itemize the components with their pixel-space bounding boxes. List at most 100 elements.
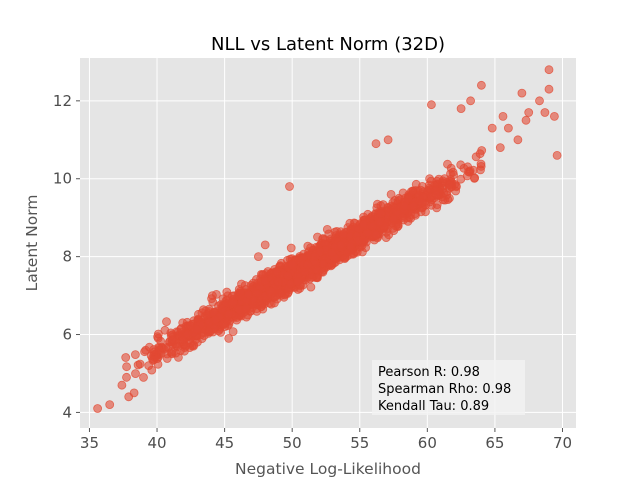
x-tick-label: 50: [283, 434, 302, 452]
x-axis-label: Negative Log-Likelihood: [235, 460, 421, 478]
data-point: [358, 219, 368, 229]
x-tick-label: 65: [485, 434, 504, 452]
data-point: [122, 372, 131, 382]
data-point: [322, 224, 332, 234]
data-point: [495, 143, 505, 153]
data-point: [204, 327, 214, 337]
data-point: [149, 345, 159, 354]
data-point: [210, 315, 220, 325]
y-tick-label: 10: [53, 170, 72, 188]
data-point: [162, 317, 171, 327]
data-point: [438, 195, 448, 205]
data-point: [448, 167, 458, 177]
data-point: [398, 188, 408, 198]
data-point: [411, 179, 421, 189]
data-point: [399, 201, 409, 211]
data-point: [466, 96, 476, 106]
axis-ticks: 35 40 45 50 55 60 65 70 4 6 8 10 12: [53, 92, 572, 452]
data-point: [376, 209, 386, 219]
data-point: [185, 321, 195, 331]
data-point: [318, 267, 328, 277]
data-point: [193, 309, 203, 319]
data-point: [224, 333, 234, 343]
data-point: [398, 213, 407, 222]
y-tick-label: 6: [62, 326, 72, 344]
data-point: [160, 325, 170, 335]
data-point: [375, 217, 385, 227]
data-point: [283, 271, 293, 281]
data-point: [521, 115, 531, 125]
x-tick-label: 35: [80, 434, 99, 452]
data-point: [121, 353, 131, 362]
data-point: [348, 249, 358, 259]
data-point: [228, 297, 238, 307]
data-point: [371, 230, 381, 240]
data-point: [167, 347, 177, 357]
data-point: [228, 327, 238, 337]
y-axis-label: Latent Norm: [23, 195, 41, 292]
data-point: [162, 354, 172, 363]
data-point: [513, 135, 523, 145]
data-point: [285, 182, 294, 191]
data-point: [117, 380, 127, 390]
data-point: [550, 112, 559, 121]
data-point: [207, 291, 217, 301]
data-point: [260, 240, 270, 250]
data-point: [371, 139, 381, 149]
data-point: [386, 189, 396, 199]
data-point: [544, 84, 554, 94]
data-point: [552, 150, 562, 160]
data-point: [130, 350, 140, 360]
y-tick-label: 4: [62, 403, 72, 421]
x-tick-label: 55: [350, 434, 369, 452]
data-point: [129, 388, 139, 398]
data-point: [217, 304, 227, 314]
data-point: [133, 360, 143, 370]
data-point: [409, 201, 418, 211]
data-point: [175, 346, 185, 356]
x-tick-label: 60: [418, 434, 437, 452]
data-point: [273, 277, 283, 287]
chart-title: NLL vs Latent Norm (32D): [211, 34, 445, 55]
data-point: [260, 276, 270, 286]
data-point: [153, 332, 163, 342]
data-point: [384, 230, 394, 240]
data-point: [503, 123, 513, 133]
data-point: [182, 329, 192, 339]
data-point: [105, 400, 115, 410]
data-point: [445, 180, 455, 190]
data-point: [306, 282, 316, 292]
data-point: [475, 149, 485, 159]
data-point: [192, 325, 202, 334]
data-point: [393, 221, 403, 231]
data-point: [340, 254, 350, 264]
data-point: [286, 279, 295, 289]
data-point: [443, 159, 452, 169]
data-point: [426, 100, 436, 110]
data-point: [535, 96, 544, 106]
data-point: [286, 243, 296, 253]
data-point: [465, 167, 475, 177]
data-point: [241, 304, 251, 314]
data-point: [178, 318, 188, 328]
data-point: [287, 259, 297, 269]
stats-box-background: [372, 360, 525, 415]
data-point: [362, 228, 372, 238]
x-tick-label: 70: [553, 434, 572, 452]
data-point: [476, 165, 485, 175]
data-point: [431, 190, 441, 200]
data-point: [388, 213, 398, 223]
data-point: [310, 251, 320, 261]
data-points: [93, 65, 562, 413]
data-point: [144, 361, 154, 371]
pearson-stat: Pearson R: 0.98: [378, 365, 480, 380]
y-tick-label: 8: [62, 248, 72, 266]
data-point: [327, 248, 337, 258]
x-tick-label: 45: [215, 434, 234, 452]
data-point: [336, 240, 346, 250]
data-point: [476, 80, 486, 90]
data-point: [417, 198, 427, 208]
y-tick-label: 12: [53, 92, 72, 110]
data-point: [353, 236, 363, 245]
data-point: [243, 290, 253, 300]
